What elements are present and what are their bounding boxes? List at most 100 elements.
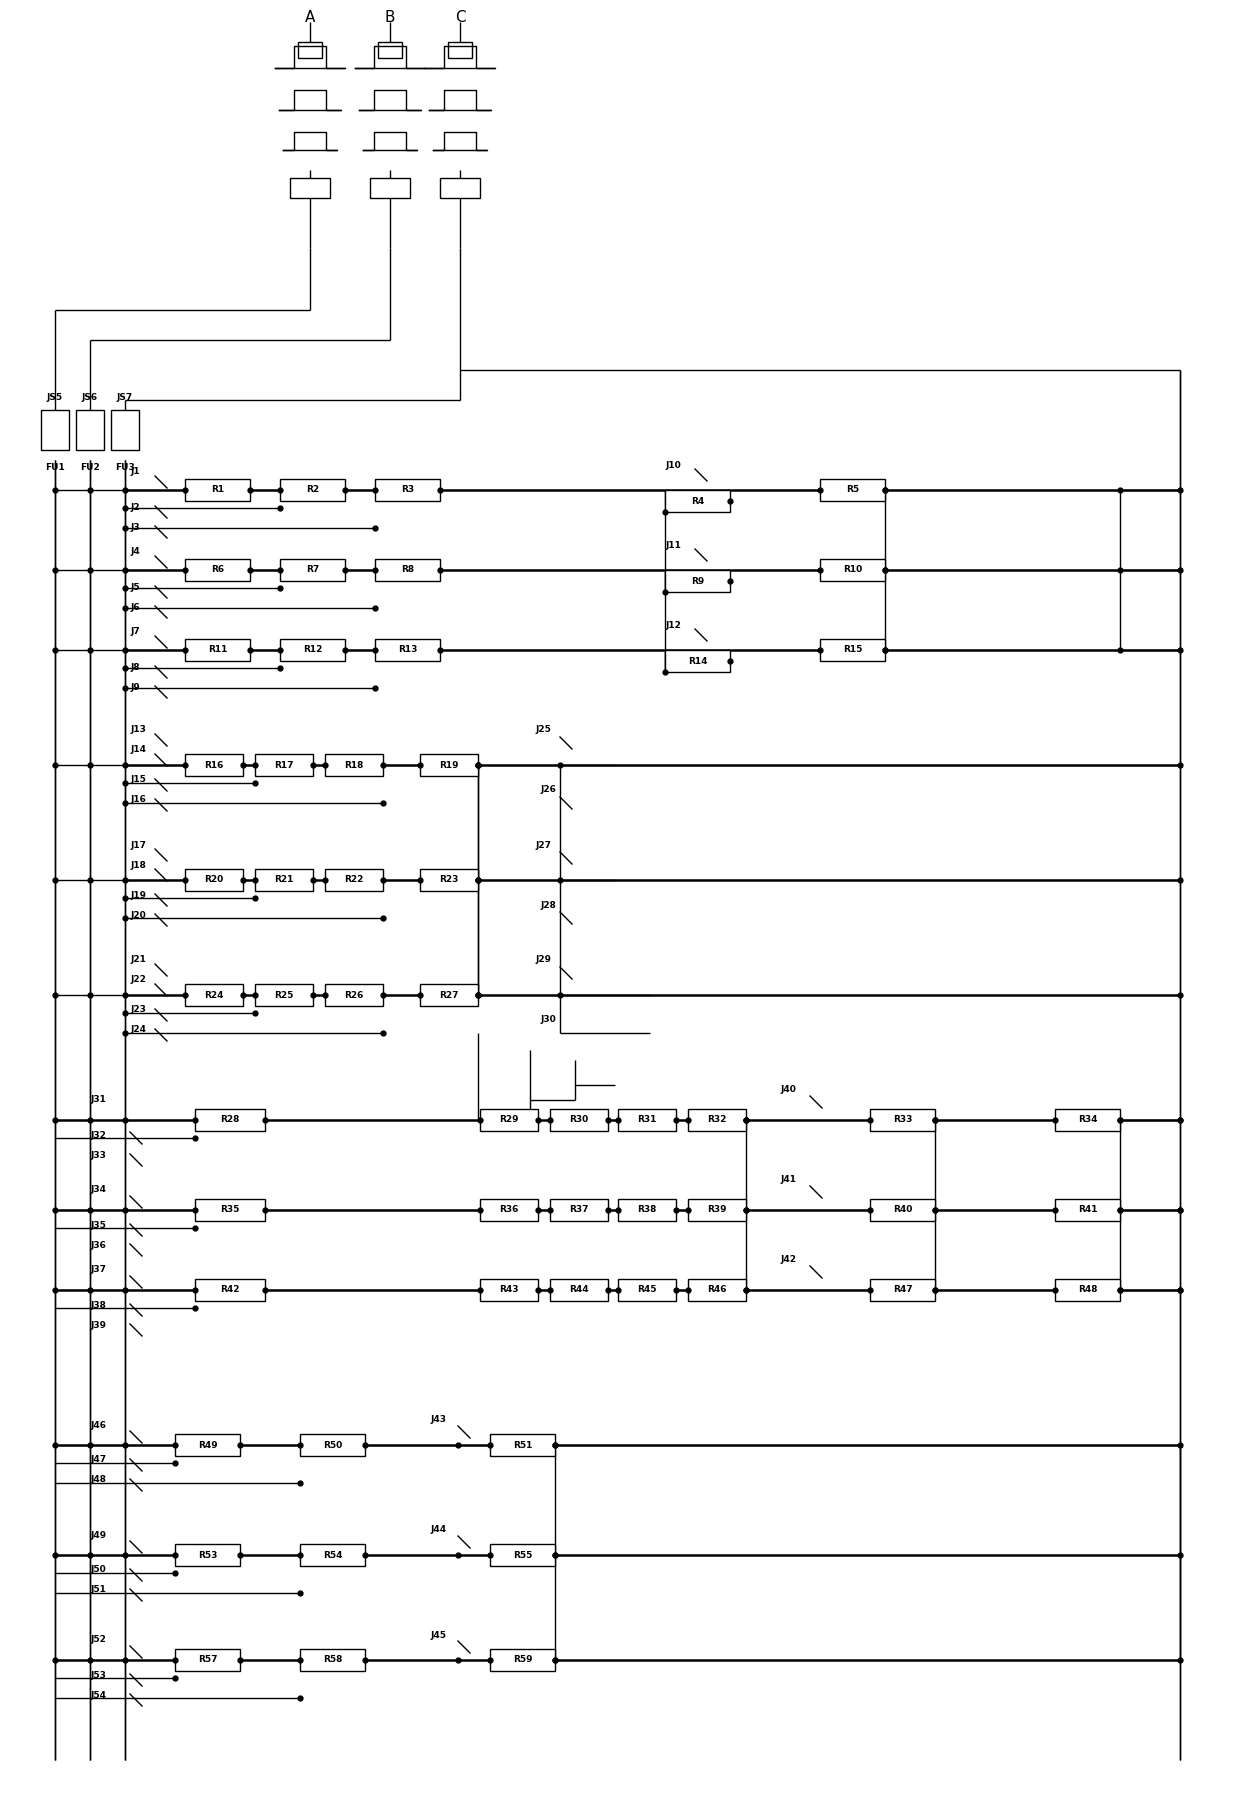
Text: R43: R43 (500, 1286, 518, 1295)
Text: J6: J6 (130, 604, 140, 613)
Text: R57: R57 (197, 1656, 217, 1665)
Text: R26: R26 (345, 991, 363, 1000)
Text: J40: J40 (780, 1086, 796, 1095)
Text: R14: R14 (688, 656, 707, 665)
Text: J7: J7 (130, 628, 140, 636)
Bar (374, 638, 440, 662)
Polygon shape (279, 90, 341, 110)
Text: J13: J13 (130, 726, 146, 735)
Text: R37: R37 (569, 1205, 589, 1214)
Bar (175, 1649, 241, 1670)
Text: J38: J38 (91, 1300, 105, 1309)
Text: J18: J18 (130, 861, 146, 870)
Text: C: C (455, 11, 465, 25)
Text: FU2: FU2 (81, 464, 100, 473)
Bar (440, 178, 480, 198)
Bar (618, 1199, 676, 1221)
Text: J12: J12 (665, 620, 681, 629)
Text: J34: J34 (91, 1185, 105, 1194)
Text: R5: R5 (846, 485, 859, 494)
Text: R18: R18 (345, 761, 363, 770)
Text: R13: R13 (398, 645, 417, 654)
Bar (325, 984, 383, 1007)
Text: J53: J53 (91, 1670, 105, 1679)
Text: FU1: FU1 (45, 464, 64, 473)
Text: J50: J50 (91, 1566, 105, 1575)
Text: J30: J30 (539, 1016, 556, 1025)
Polygon shape (363, 131, 417, 149)
Text: J9: J9 (130, 683, 140, 692)
Bar (480, 1278, 538, 1302)
Bar (185, 638, 250, 662)
Text: R23: R23 (439, 876, 459, 885)
Bar (1055, 1278, 1120, 1302)
Bar (665, 570, 730, 592)
Text: J42: J42 (780, 1255, 796, 1264)
Bar (185, 559, 250, 581)
Text: R39: R39 (707, 1205, 727, 1214)
Bar (325, 868, 383, 892)
Bar (41, 410, 69, 450)
Text: J22: J22 (130, 976, 146, 985)
Text: J49: J49 (91, 1530, 107, 1539)
Bar (112, 410, 139, 450)
Bar (551, 1109, 608, 1131)
Text: J8: J8 (130, 663, 140, 672)
Text: J36: J36 (91, 1241, 105, 1250)
Bar (185, 753, 243, 777)
Bar (290, 178, 330, 198)
Bar (490, 1649, 556, 1670)
Text: JS7: JS7 (117, 394, 133, 403)
Text: J11: J11 (665, 541, 681, 550)
Bar (688, 1278, 746, 1302)
Bar (870, 1199, 935, 1221)
Text: R7: R7 (306, 566, 319, 575)
Text: R54: R54 (322, 1550, 342, 1559)
Bar (820, 559, 885, 581)
Bar (255, 753, 312, 777)
Text: J5: J5 (130, 584, 140, 593)
Text: R25: R25 (274, 991, 294, 1000)
Text: JS5: JS5 (47, 394, 63, 403)
Text: R16: R16 (205, 761, 223, 770)
Text: R15: R15 (843, 645, 862, 654)
Text: R30: R30 (569, 1115, 589, 1124)
Text: R53: R53 (198, 1550, 217, 1559)
Bar (551, 1278, 608, 1302)
Text: J51: J51 (91, 1586, 105, 1595)
Text: J3: J3 (130, 523, 140, 532)
Bar (870, 1109, 935, 1131)
Text: R38: R38 (637, 1205, 657, 1214)
Bar (618, 1278, 676, 1302)
Bar (665, 651, 730, 672)
Text: R19: R19 (439, 761, 459, 770)
Text: R12: R12 (303, 645, 322, 654)
Text: J19: J19 (130, 890, 146, 899)
Bar (255, 984, 312, 1007)
Text: J33: J33 (91, 1151, 105, 1160)
Bar (255, 868, 312, 892)
Bar (420, 984, 477, 1007)
Polygon shape (283, 131, 337, 149)
Bar (280, 478, 345, 502)
Bar (665, 491, 730, 512)
Bar (820, 478, 885, 502)
Text: R51: R51 (513, 1440, 532, 1449)
Text: R33: R33 (893, 1115, 913, 1124)
Text: R3: R3 (401, 485, 414, 494)
Text: J46: J46 (91, 1420, 105, 1429)
Bar (195, 1109, 265, 1131)
Bar (420, 868, 477, 892)
Bar (870, 1278, 935, 1302)
Text: R32: R32 (707, 1115, 727, 1124)
Text: R59: R59 (513, 1656, 532, 1665)
Polygon shape (433, 131, 487, 149)
Text: J39: J39 (91, 1320, 105, 1329)
Bar (551, 1199, 608, 1221)
Text: R22: R22 (345, 876, 363, 885)
Text: J2: J2 (130, 503, 140, 512)
Polygon shape (355, 47, 425, 68)
Text: R58: R58 (322, 1656, 342, 1665)
Text: J14: J14 (130, 746, 146, 755)
Bar (298, 41, 322, 58)
